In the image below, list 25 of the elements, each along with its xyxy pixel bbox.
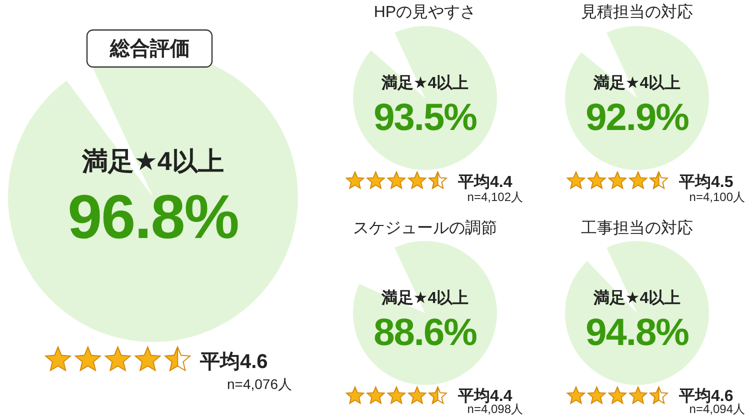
data-label: 96.8% bbox=[68, 183, 238, 252]
text: 平均4.6 bbox=[678, 387, 734, 405]
slice-label: 満足★4以上 bbox=[380, 74, 469, 92]
text: 平均4.4 bbox=[457, 387, 512, 405]
slice-label: 満足★4以上 bbox=[81, 146, 224, 176]
text: 平均4.4 bbox=[457, 173, 512, 191]
chart-title: 総合評価 bbox=[109, 37, 190, 60]
text: n=4,102人 bbox=[467, 190, 523, 204]
chart-title: HPの見やすさ bbox=[374, 4, 476, 21]
slice-label: 満足★4以上 bbox=[380, 289, 469, 307]
data-label: 94.8% bbox=[586, 312, 689, 354]
chart-title: 見積担当の対応 bbox=[581, 3, 693, 21]
chart-title: スケジュールの調節 bbox=[353, 219, 497, 237]
chart-title: 工事担当の対応 bbox=[581, 219, 693, 237]
text: 平均4.6 bbox=[199, 351, 268, 373]
text: n=4,094人 bbox=[689, 402, 745, 415]
text: n=4,076人 bbox=[227, 376, 292, 392]
slice-label: 満足★4以上 bbox=[592, 289, 681, 307]
data-label: 93.5% bbox=[374, 97, 477, 139]
data-label: 92.9% bbox=[586, 97, 689, 139]
text: n=4,098人 bbox=[467, 402, 523, 415]
text: n=4,100人 bbox=[689, 190, 745, 204]
slice-label: 満足★4以上 bbox=[592, 74, 681, 92]
data-label: 88.6% bbox=[374, 312, 477, 354]
text: 平均4.5 bbox=[678, 173, 734, 191]
